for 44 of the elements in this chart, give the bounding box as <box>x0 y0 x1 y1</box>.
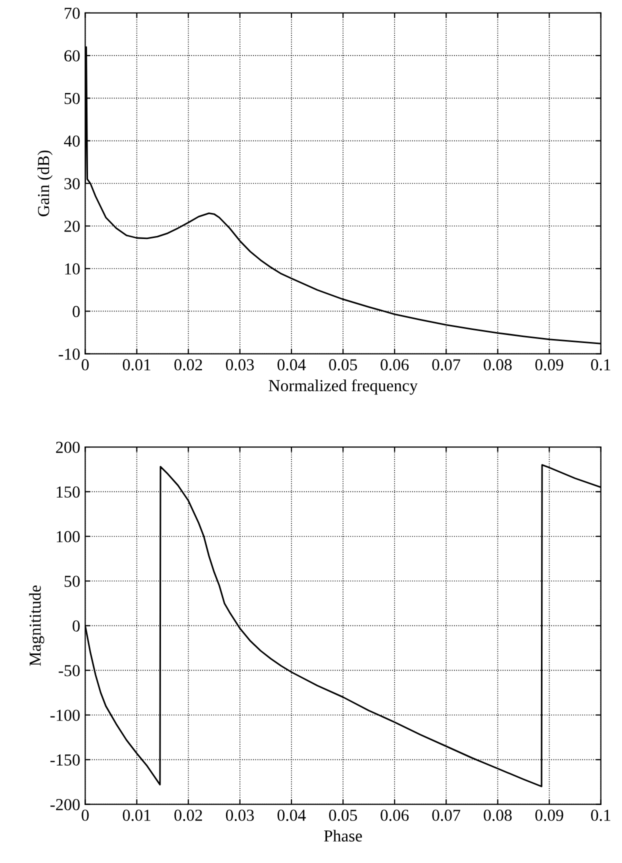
y-tick-label: -100 <box>50 710 80 721</box>
y-tick-label: 150 <box>56 486 80 498</box>
y-tick-label: -50 <box>58 665 80 676</box>
x-tick-label: 0.07 <box>432 810 460 821</box>
x-axis-title: Normalized frequency <box>268 379 418 395</box>
x-tick-label: 0.02 <box>174 359 202 370</box>
x-tick-label: 0.09 <box>535 359 564 370</box>
y-axis-title: Gain (dB) <box>37 150 53 216</box>
x-tick-label: 0.06 <box>380 810 409 821</box>
x-tick-label: 0.1 <box>591 810 610 821</box>
x-tick-label: 0.01 <box>122 810 150 821</box>
y-tick-label: 50 <box>64 92 80 104</box>
x-tick-label: 0.04 <box>278 810 306 821</box>
y-tick-label: 30 <box>64 178 80 190</box>
x-axis-title: Phase <box>324 830 362 842</box>
y-tick-label: 40 <box>64 135 80 147</box>
x-tick-label: 0.02 <box>174 810 202 821</box>
x-tick-label: 0.1 <box>591 359 610 370</box>
y-tick-label: 50 <box>64 576 80 587</box>
y-tick-label: 70 <box>64 8 80 19</box>
x-tick-label: 0.05 <box>329 810 357 821</box>
y-tick-label: -10 <box>58 348 80 360</box>
y-tick-label: 20 <box>64 220 80 232</box>
x-tick-label: 0.08 <box>484 810 512 821</box>
x-tick-label: 0.09 <box>535 810 564 821</box>
y-tick-label: -150 <box>50 754 80 766</box>
y-tick-label: 10 <box>65 263 80 275</box>
y-tick-label: 200 <box>56 442 80 453</box>
y-tick-label: 0 <box>72 306 80 318</box>
x-tick-label: 0.05 <box>329 359 357 370</box>
x-tick-label: 0.01 <box>122 359 150 370</box>
x-tick-label: 0.03 <box>226 359 254 370</box>
y-tick-label: 60 <box>64 50 80 62</box>
x-tick-label: 0.04 <box>278 359 306 370</box>
y-tick-label: 0 <box>72 620 80 632</box>
x-tick-label: 0.03 <box>226 810 254 821</box>
x-tick-label: 0 <box>82 810 89 821</box>
x-tick-label: 0.07 <box>432 359 460 370</box>
x-tick-label: 0 <box>82 359 89 370</box>
x-tick-label: 0.08 <box>484 359 512 370</box>
y-axis-title: Magnititude <box>29 586 44 666</box>
x-tick-label: 0.06 <box>380 359 409 370</box>
y-tick-label: 100 <box>56 531 80 542</box>
y-tick-label: -200 <box>50 799 80 810</box>
